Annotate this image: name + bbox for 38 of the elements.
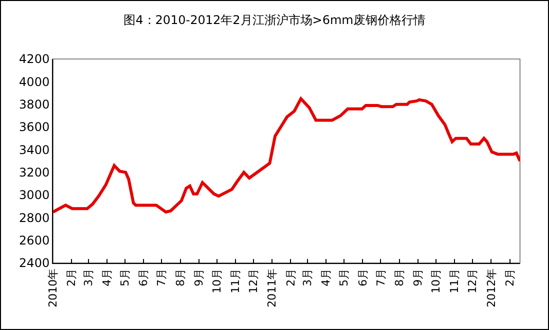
y-tick-label: 3400 <box>19 142 50 157</box>
x-tick-label: 6月 <box>356 268 370 286</box>
x-tick-label: 2010年 <box>46 268 60 308</box>
x-tick-label: 2012年 <box>484 268 498 308</box>
y-tick-label: 4000 <box>19 74 50 89</box>
y-tick-label: 3800 <box>19 98 50 112</box>
x-tick-label: 6月 <box>137 268 150 286</box>
x-tick-label: 3月 <box>301 268 314 286</box>
x-tick-label: 12月 <box>247 268 260 294</box>
x-tick-label: 7月 <box>155 268 168 286</box>
x-tick-label: 10月 <box>210 268 224 294</box>
x-tick-label: 9月 <box>412 268 425 286</box>
x-tick-label: 4月 <box>320 268 333 286</box>
x-tick-label: 7月 <box>374 268 388 286</box>
x-tick-label: 8月 <box>174 268 187 286</box>
x-tick-label: 10月 <box>430 268 443 294</box>
x-tick-label: 4月 <box>100 268 114 286</box>
chart-title: 图4：2010-2012年2月江浙沪市场>6mm废钢价格行情 <box>124 13 426 28</box>
x-tick-label: 5月 <box>338 268 351 286</box>
y-tick-label: 3200 <box>19 166 50 180</box>
x-tick-label: 12月 <box>466 268 480 294</box>
y-tick-label: 4200 <box>19 52 50 66</box>
x-tick-label: 2月 <box>65 268 78 286</box>
x-tick-label: 3月 <box>82 268 95 286</box>
x-tick-label: 5月 <box>118 268 132 286</box>
y-tick-label: 2800 <box>19 210 50 225</box>
x-tick-label: 2月 <box>284 268 298 286</box>
x-tick-label: 2011年 <box>266 268 279 308</box>
y-tick-label: 2600 <box>19 234 50 248</box>
x-tick-label: 11月 <box>229 268 242 294</box>
x-tick-label: 2月 <box>503 268 516 286</box>
x-tick-label: 9月 <box>192 268 206 286</box>
x-tick-label: 11月 <box>448 268 462 294</box>
x-tick-label: 8月 <box>392 268 406 286</box>
y-tick-label: 3000 <box>19 188 50 202</box>
line-series <box>53 97 520 214</box>
y-tick-label: 3600 <box>19 120 50 134</box>
y-tick-label: 2400 <box>19 256 50 270</box>
